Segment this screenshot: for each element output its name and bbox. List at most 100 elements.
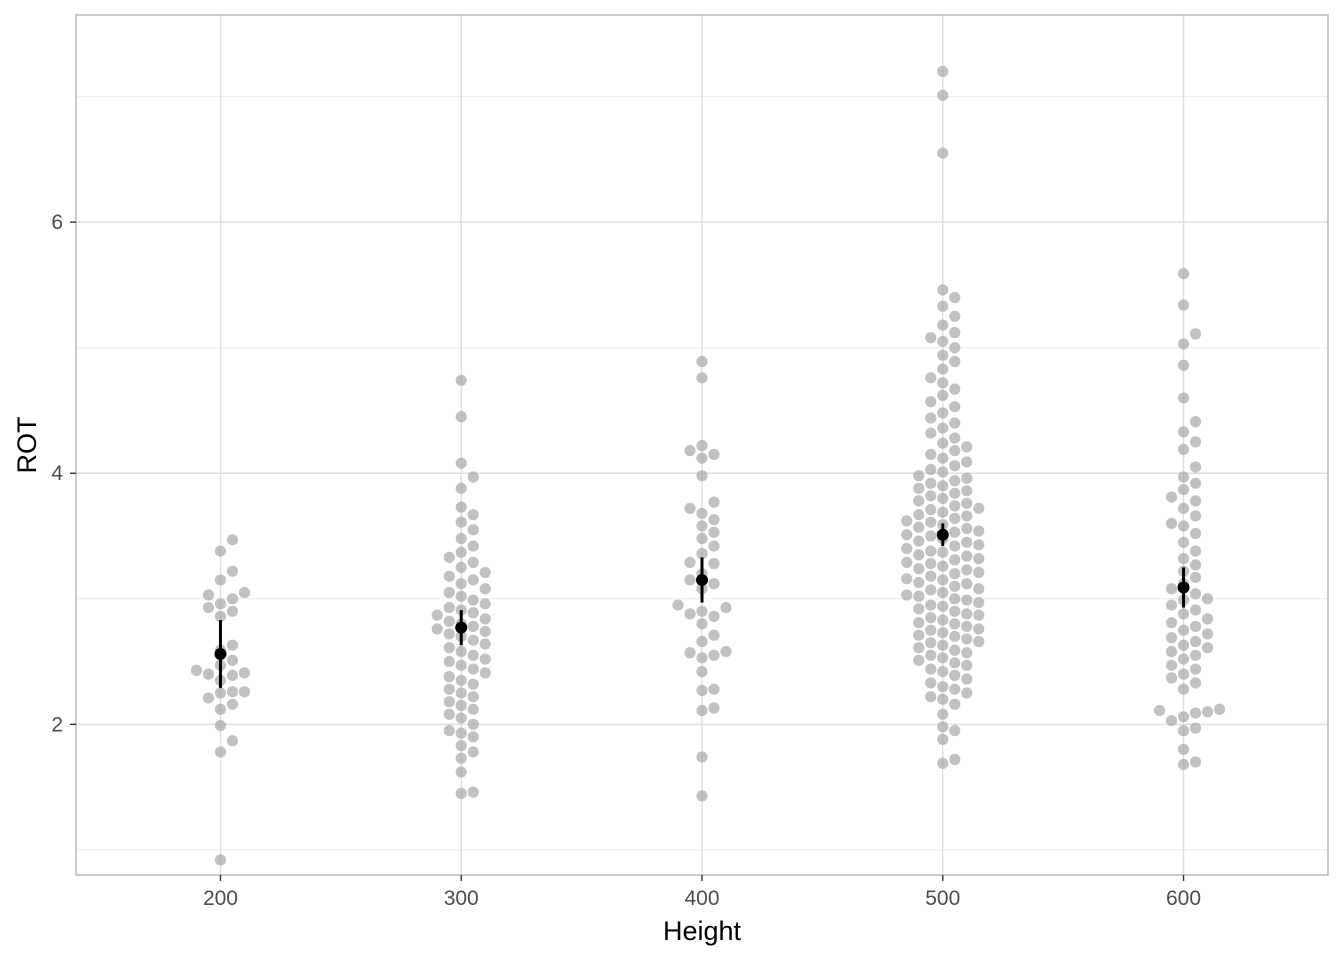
data-point <box>467 786 479 798</box>
data-point <box>1201 628 1214 640</box>
x-tick-label: 600 <box>1166 887 1201 910</box>
data-point <box>949 327 961 339</box>
data-point <box>949 580 961 592</box>
data-point <box>1165 714 1178 727</box>
data-point <box>937 89 949 101</box>
data-point <box>1189 604 1202 616</box>
data-point <box>937 721 949 733</box>
data-point <box>455 687 467 699</box>
data-point <box>443 671 455 683</box>
data-point <box>1177 668 1190 680</box>
data-point <box>925 637 937 649</box>
data-point <box>696 652 708 664</box>
data-point <box>467 691 479 703</box>
data-point <box>467 574 479 586</box>
data-point <box>949 669 961 681</box>
data-point <box>467 594 479 606</box>
data-point <box>949 401 961 413</box>
data-point <box>202 692 215 704</box>
data-point <box>1201 593 1214 605</box>
data-point <box>238 586 251 599</box>
data-point <box>455 787 467 799</box>
data-point <box>479 613 491 625</box>
data-point <box>1177 758 1190 771</box>
data-point <box>1165 617 1178 629</box>
data-point <box>1189 559 1202 571</box>
data-point <box>937 492 949 504</box>
data-point <box>696 547 708 560</box>
data-point <box>961 594 973 606</box>
data-point <box>443 601 455 614</box>
data-point <box>925 412 937 424</box>
data-point <box>961 497 973 509</box>
data-point <box>901 556 913 568</box>
data-point <box>1177 553 1190 565</box>
data-point <box>925 677 937 689</box>
data-point <box>1177 471 1190 483</box>
data-point <box>961 633 973 645</box>
data-point <box>467 540 479 552</box>
data-point <box>925 530 937 542</box>
data-point <box>961 620 973 633</box>
data-point <box>1177 520 1190 532</box>
data-point <box>961 578 973 590</box>
data-point <box>949 683 961 695</box>
data-point <box>720 601 732 614</box>
data-point <box>226 605 239 617</box>
data-point <box>937 600 949 612</box>
data-point <box>925 545 937 557</box>
data-point <box>913 549 925 561</box>
data-point <box>467 471 479 483</box>
data-point <box>937 319 949 331</box>
data-point <box>949 593 961 605</box>
data-point <box>913 495 925 507</box>
data-point <box>937 65 949 78</box>
data-point <box>1189 663 1202 675</box>
data-point <box>949 310 961 322</box>
data-point <box>949 644 961 656</box>
data-point <box>226 735 239 747</box>
data-point <box>226 669 239 681</box>
data-point <box>1177 338 1190 350</box>
data-point <box>443 628 455 640</box>
data-point <box>190 664 203 676</box>
data-point <box>949 554 961 566</box>
data-point <box>937 586 949 599</box>
data-point <box>961 510 973 522</box>
data-point <box>973 596 985 609</box>
data-point <box>1177 299 1190 311</box>
data-point <box>443 655 455 668</box>
data-point <box>913 603 925 615</box>
data-point <box>708 496 720 508</box>
data-point <box>443 615 455 627</box>
data-point <box>949 383 961 395</box>
data-point <box>901 573 913 585</box>
data-point <box>696 452 708 464</box>
data-point <box>937 363 949 375</box>
data-point <box>937 546 949 558</box>
data-point <box>696 355 708 368</box>
data-point <box>973 525 985 537</box>
data-point <box>479 598 491 610</box>
data-point <box>1177 743 1190 756</box>
data-point <box>684 608 696 620</box>
data-point <box>937 506 949 518</box>
data-point <box>467 703 479 715</box>
y-tick-label: 2 <box>51 713 63 736</box>
data-point <box>202 668 215 680</box>
data-point <box>479 667 491 679</box>
data-point <box>961 673 973 685</box>
data-point <box>696 470 708 482</box>
data-point <box>925 372 937 384</box>
data-point <box>949 432 961 444</box>
mean-point <box>696 573 708 586</box>
data-point <box>238 667 251 679</box>
data-point <box>937 693 949 705</box>
y-tick-label: 6 <box>51 211 63 234</box>
data-point <box>961 608 973 620</box>
data-point <box>913 535 925 547</box>
data-point <box>1165 599 1178 611</box>
data-point <box>1177 483 1190 496</box>
data-point <box>961 456 973 468</box>
data-point <box>1177 711 1190 723</box>
